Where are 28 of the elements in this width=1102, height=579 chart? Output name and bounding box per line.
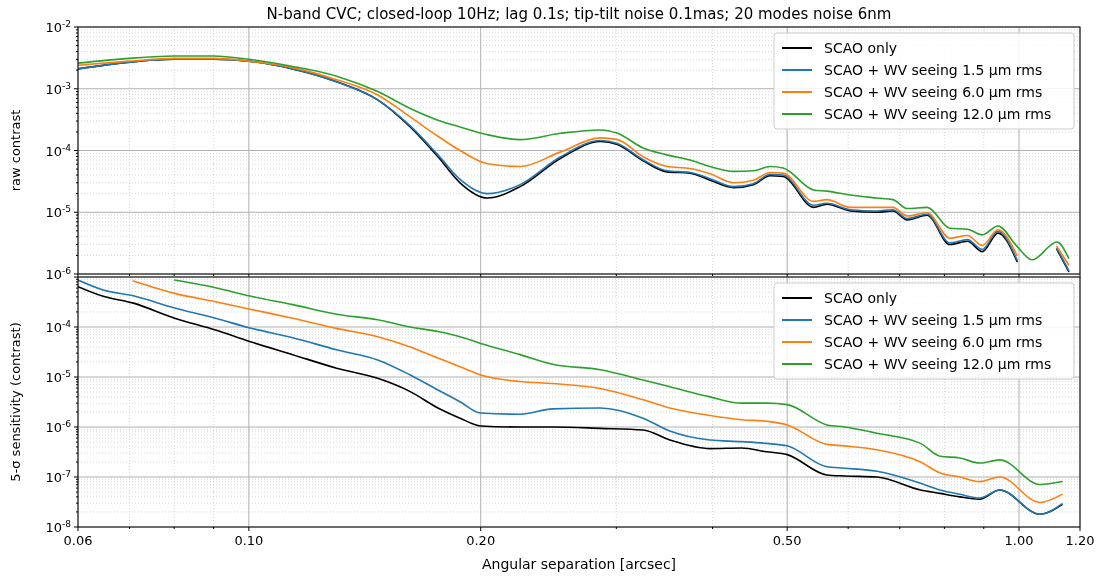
legend-label: SCAO + WV seeing 12.0 µm rms <box>824 356 1052 372</box>
y-tick-label: 10$^{-5}$ <box>45 369 71 385</box>
y-tick-label: 10$^{-6}$ <box>45 419 72 435</box>
y-tick-label: 10$^{-6}$ <box>45 266 72 282</box>
legend-label: SCAO only <box>824 290 898 306</box>
x-axis-title: Angular separation [arcsec] <box>481 556 677 572</box>
x-tick-label: 1.20 <box>1065 533 1095 548</box>
legend-label: SCAO only <box>824 40 898 56</box>
legend-label: SCAO + WV seeing 6.0 µm rms <box>824 334 1043 350</box>
x-tick-label: 0.10 <box>234 533 264 548</box>
x-tick-label: 0.06 <box>63 533 93 548</box>
y-axis-title: raw contrast <box>8 109 23 192</box>
chart-title: N-band CVC; closed-loop 10Hz; lag 0.1s; tip-tilt noise 0.1mas; 20 modes noise 6nm <box>266 5 892 23</box>
y-tick-label: 10$^{-5}$ <box>45 204 71 221</box>
legend-label: SCAO + WV seeing 6.0 µm rms <box>824 84 1043 100</box>
x-tick-label: 1.00 <box>1004 533 1034 548</box>
y-tick-label: 10$^{-7}$ <box>45 469 72 485</box>
y-tick-label: 10$^{-3}$ <box>45 80 72 97</box>
y-axis-title: 5-σ sensitivity (contrast) <box>8 322 23 482</box>
x-tick-label: 0.20 <box>466 533 496 548</box>
legend-label: SCAO + WV seeing 12.0 µm rms <box>824 106 1052 122</box>
x-tick-label: 0.50 <box>772 533 802 548</box>
legend-label: SCAO + WV seeing 1.5 µm rms <box>824 62 1043 78</box>
y-tick-label: 10$^{-2}$ <box>45 19 71 35</box>
legend-label: SCAO + WV seeing 1.5 µm rms <box>824 312 1043 328</box>
y-tick-label: 10$^{-4}$ <box>45 142 72 159</box>
y-tick-label: 10$^{-4}$ <box>45 319 72 335</box>
y-tick-label: 10$^{-8}$ <box>45 519 72 535</box>
